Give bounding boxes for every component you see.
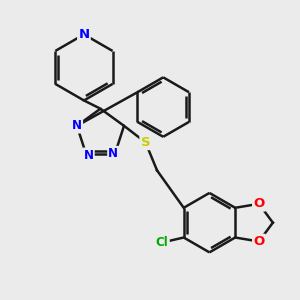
Text: O: O — [253, 235, 265, 248]
Text: N: N — [108, 147, 118, 160]
Text: Cl: Cl — [156, 236, 169, 249]
Text: N: N — [72, 119, 82, 132]
Text: S: S — [141, 136, 150, 149]
Text: N: N — [78, 28, 89, 41]
Text: O: O — [253, 197, 265, 210]
Text: N: N — [83, 149, 94, 162]
